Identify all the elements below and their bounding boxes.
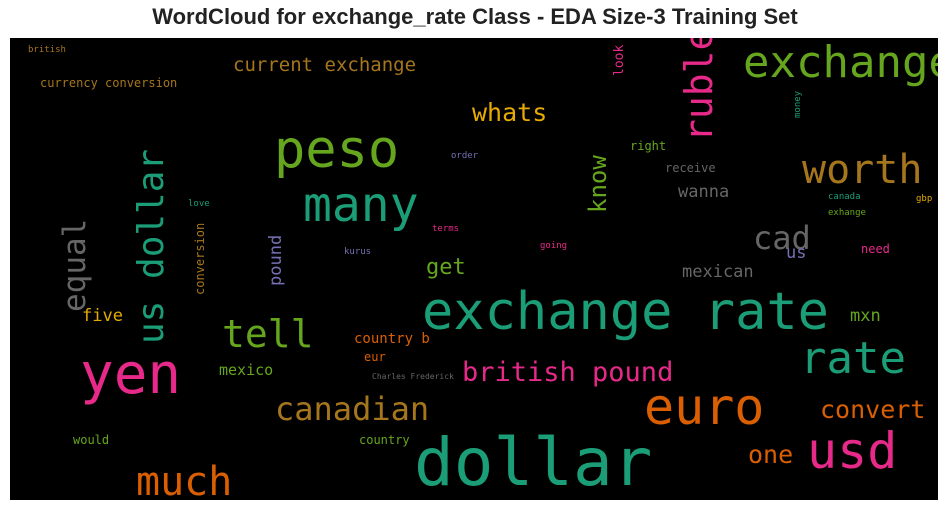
word-conversion: conversion (193, 222, 207, 295)
word-equal: equal (57, 218, 93, 312)
word-exhange: exhange (828, 208, 866, 218)
word-yen: yen (80, 342, 182, 407)
word-would: would (73, 433, 110, 447)
word-euro: euro (644, 378, 765, 436)
word-look: look (612, 44, 627, 76)
word-dollar: dollar (414, 424, 653, 500)
word-us: us (786, 243, 807, 263)
word-much: much (136, 459, 233, 500)
word-one: one (748, 440, 794, 469)
word-british-pound: british pound (462, 357, 674, 388)
word-us-dollar: us dollar (131, 148, 172, 344)
word-wanna: wanna (678, 182, 730, 202)
word-exchange: exchange (743, 38, 938, 88)
word-british: british (28, 45, 66, 55)
word-many: many (303, 177, 419, 233)
chart-title: WordCloud for exchange_rate Class - EDA … (152, 4, 798, 29)
word-pound: pound (266, 234, 286, 286)
word-kurus: kurus (344, 247, 372, 257)
word-usd: usd (807, 422, 898, 480)
word-rate: rate (800, 333, 906, 384)
word-five: five (82, 306, 123, 326)
word-love: love (188, 199, 210, 209)
word-terms: terms (432, 224, 460, 234)
word-ruble: ruble (677, 38, 721, 142)
word-tell: tell (222, 312, 314, 356)
word-convert: convert (820, 395, 926, 424)
word-worth: worth (802, 147, 923, 193)
word-going: going (540, 241, 568, 251)
word-mexico: mexico (219, 361, 274, 379)
word-know: know (584, 155, 612, 213)
word-eur: eur (364, 350, 386, 364)
word-exchange-rate: exchange rate (422, 282, 829, 342)
word-currency-conversion: currency conversion (40, 76, 178, 90)
word-right: right (630, 139, 667, 153)
word-cad: cad (753, 219, 811, 257)
word-receive: receive (665, 161, 716, 175)
word-whats: whats (472, 98, 548, 127)
word-money: money (793, 90, 803, 118)
word-canadian: canadian (275, 390, 430, 428)
word-mxn: mxn (850, 306, 881, 326)
word-charles-frederick: Charles Frederick (372, 372, 454, 381)
word-canada: canada (828, 192, 861, 202)
word-need: need (861, 242, 890, 256)
word-country: country (359, 433, 410, 447)
word-gbp: gbp (916, 194, 933, 204)
word-get: get (426, 255, 466, 280)
word-country-b: country b (354, 331, 430, 347)
word-peso: peso (274, 120, 400, 180)
word-current-exchange: current exchange (233, 54, 417, 76)
word-order: order (451, 151, 479, 161)
word-mexican: mexican (682, 262, 754, 282)
wordcloud-canvas: british currency conversion current exch… (10, 38, 938, 500)
